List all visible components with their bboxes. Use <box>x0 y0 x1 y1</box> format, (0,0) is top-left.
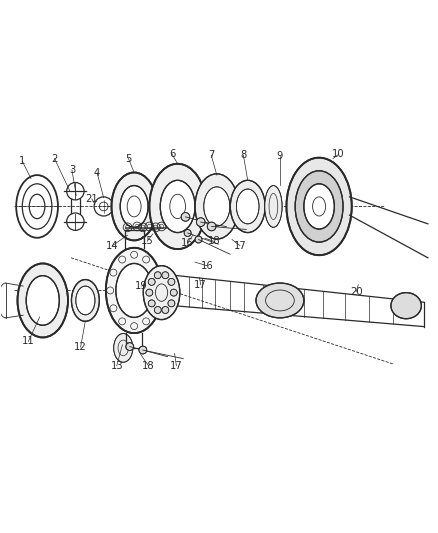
Ellipse shape <box>18 263 68 337</box>
Text: 17: 17 <box>194 280 207 290</box>
Text: 16: 16 <box>181 238 194 247</box>
Text: 9: 9 <box>277 150 283 160</box>
Ellipse shape <box>143 265 180 320</box>
Text: 12: 12 <box>74 342 87 352</box>
Text: 3: 3 <box>69 165 75 175</box>
Text: 6: 6 <box>169 149 175 159</box>
Circle shape <box>207 222 216 231</box>
Ellipse shape <box>265 185 282 228</box>
Ellipse shape <box>256 283 304 318</box>
Circle shape <box>154 306 161 313</box>
Circle shape <box>139 346 147 354</box>
Circle shape <box>146 289 153 296</box>
Ellipse shape <box>286 158 352 255</box>
Circle shape <box>181 213 190 221</box>
Circle shape <box>162 306 169 313</box>
Text: 21: 21 <box>85 194 98 204</box>
Ellipse shape <box>195 174 239 239</box>
Circle shape <box>196 218 205 227</box>
Ellipse shape <box>304 184 334 229</box>
Circle shape <box>168 278 175 285</box>
Text: 16: 16 <box>201 261 213 271</box>
Text: 1: 1 <box>19 156 25 166</box>
Circle shape <box>162 272 169 279</box>
Circle shape <box>154 272 161 279</box>
Text: 15: 15 <box>141 236 154 246</box>
Text: 8: 8 <box>240 150 247 160</box>
Ellipse shape <box>112 173 157 240</box>
Ellipse shape <box>391 293 421 319</box>
Circle shape <box>170 289 177 296</box>
Ellipse shape <box>114 334 133 362</box>
Circle shape <box>168 300 175 307</box>
Circle shape <box>126 343 134 351</box>
Ellipse shape <box>237 189 259 224</box>
Text: 7: 7 <box>208 150 214 160</box>
Text: 18: 18 <box>142 361 155 371</box>
Circle shape <box>184 230 191 237</box>
Text: 17: 17 <box>233 240 246 251</box>
Ellipse shape <box>160 180 195 232</box>
Text: 4: 4 <box>94 168 100 178</box>
Text: 20: 20 <box>350 287 362 297</box>
Text: 11: 11 <box>22 336 35 346</box>
Ellipse shape <box>230 180 265 232</box>
Text: 17: 17 <box>170 361 183 371</box>
Ellipse shape <box>149 164 206 249</box>
Text: 13: 13 <box>110 361 123 371</box>
Text: 5: 5 <box>125 154 132 164</box>
Text: 2: 2 <box>51 154 58 164</box>
Circle shape <box>195 236 202 243</box>
Ellipse shape <box>106 248 162 333</box>
Text: 18: 18 <box>208 236 220 246</box>
Text: 10: 10 <box>332 149 345 159</box>
Ellipse shape <box>71 279 99 321</box>
Circle shape <box>148 300 155 307</box>
Ellipse shape <box>76 286 95 315</box>
Ellipse shape <box>295 171 343 242</box>
Circle shape <box>148 278 155 285</box>
Ellipse shape <box>26 276 59 325</box>
Ellipse shape <box>116 263 152 318</box>
Text: 19: 19 <box>135 281 148 291</box>
Ellipse shape <box>204 187 230 226</box>
Ellipse shape <box>120 185 148 228</box>
Text: 14: 14 <box>106 240 119 251</box>
